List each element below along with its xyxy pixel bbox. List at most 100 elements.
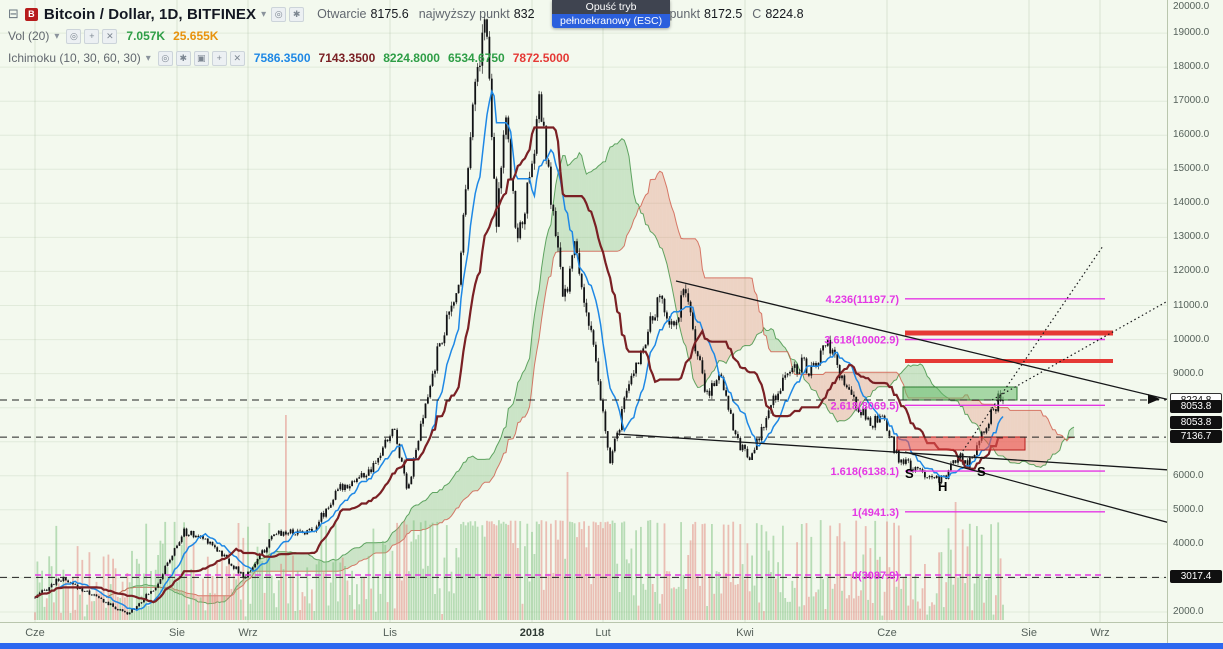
alert-price-tag: 8053.8 (1170, 416, 1222, 429)
add-icon[interactable]: + (84, 28, 100, 44)
time-tick: Lut (595, 627, 611, 639)
symbol-title[interactable]: Bitcoin / Dollar, 1D, BITFINEX (43, 5, 257, 23)
ichimoku-label: Ichimoku (10, 30, 60, 30) (8, 51, 141, 65)
time-tick: Cze (877, 627, 897, 639)
chevron-down-icon[interactable]: ▾ (145, 52, 151, 64)
add-icon[interactable]: + (211, 50, 227, 66)
volume-toolbar: ◎ + ✕ (66, 28, 120, 44)
high-value: 832 (513, 7, 535, 21)
fib-level-label: 0(3087.9) (852, 570, 899, 582)
fib-level-label: 1(4941.3) (852, 507, 899, 519)
time-tick: Sie (169, 627, 185, 639)
volume-ma-value: 7.057K (126, 29, 166, 43)
supply-zone (902, 386, 1018, 401)
price-tick: 18000.0 (1173, 61, 1210, 73)
ichimoku-indicator-row[interactable]: Ichimoku (10, 30, 60, 30) ▾ ◎ ✱ ▣ + ✕ 7586.3… (8, 48, 814, 68)
tooltip-line: Opuść tryb (552, 0, 671, 14)
open-label: Otwarcie (317, 7, 367, 21)
price-tick: 15000.0 (1173, 163, 1210, 175)
shs-pattern-letter: S (977, 464, 986, 479)
shs-pattern-letter: H (938, 479, 947, 494)
chevron-down-icon[interactable]: ▾ (261, 8, 267, 20)
price-arrow-marker (1148, 394, 1160, 404)
fib-level-label: 3.618(10002.9) (824, 335, 899, 347)
close-icon[interactable]: ✕ (229, 50, 245, 66)
ichimoku-value: 7872.5000 (512, 51, 570, 65)
alert-price-tag: 7136.7 (1170, 430, 1222, 444)
settings-icon[interactable]: ✱ (289, 6, 305, 22)
trend-line (616, 433, 1167, 471)
projection-dotted-line (991, 301, 1167, 401)
time-tick: Wrz (238, 627, 258, 639)
volume-label: Vol (20) (8, 29, 50, 43)
axis-corner (1167, 622, 1223, 643)
collapse-legend-icon[interactable]: ⊟ (8, 6, 19, 21)
chevron-down-icon[interactable]: ▾ (54, 30, 60, 42)
ichimoku-toolbar: ◎ ✱ ▣ + ✕ (157, 50, 248, 66)
trend-line (675, 280, 1167, 400)
chart-legend: ⊟ B Bitcoin / Dollar, 1D, BITFINEX ▾ ◎ ✱ … (8, 4, 814, 68)
price-tick: 13000.0 (1173, 231, 1210, 243)
price-tick: 19000.0 (1173, 27, 1210, 39)
time-tick: 2018 (519, 627, 545, 639)
volume-indicator-row[interactable]: Vol (20) ▾ ◎ + ✕ 7.057K 25.655K (8, 26, 814, 46)
price-chart-canvas[interactable]: 4.236(11197.7) 3.618(10002.9) 2.618(8069.5… (0, 0, 1167, 622)
ichimoku-value: 6534.6750 (447, 51, 505, 65)
source-icon[interactable]: ▣ (193, 50, 209, 66)
symbol-toolbar: ◎ ✱ (271, 6, 307, 22)
ichimoku-value: 8224.8000 (383, 51, 440, 65)
volume-layer (34, 415, 1004, 620)
high-label: najwyższy punkt (418, 7, 510, 21)
drawings-layer (0, 245, 1167, 578)
symbol-row[interactable]: ⊟ B Bitcoin / Dollar, 1D, BITFINEX ▾ ◎ ✱ … (8, 4, 814, 24)
fib-level-label: 1.618(6138.1) (831, 466, 900, 478)
price-axis[interactable]: 20000.0 19000.0 18000.0 17000.0 16000.0 15000… (1167, 0, 1223, 622)
price-tick: 12000.0 (1173, 265, 1210, 277)
ichimoku-value: 7143.3500 (318, 51, 376, 65)
grid-layer (0, 0, 1167, 622)
price-tick: 20000.0 (1173, 1, 1210, 12)
bottom-accent-bar (0, 643, 1223, 649)
labels-layer: 4.236(11197.7) 3.618(10002.9) 2.618(8069.5… (824, 294, 986, 582)
fullscreen-exit-tooltip: Opuść tryb pełnoekranowy (ESC) (552, 0, 671, 28)
tooltip-line-highlighted: pełnoekranowy (ESC) (552, 14, 671, 28)
candles-layer (34, 12, 1004, 615)
settings-icon[interactable]: ✱ (175, 50, 191, 66)
time-tick: Wrz (1090, 627, 1110, 639)
alert-price-tag: 3017.4 (1170, 570, 1222, 584)
visibility-icon[interactable]: ◎ (66, 28, 82, 44)
price-tick: 14000.0 (1173, 197, 1210, 209)
low-value: 8172.5 (704, 7, 743, 21)
shs-pattern-letter: S (905, 466, 914, 481)
price-tick: 16000.0 (1173, 129, 1210, 141)
visibility-icon[interactable]: ◎ (271, 6, 287, 22)
ichimoku-cloud-layer (105, 138, 1075, 605)
price-tick: 6000.0 (1173, 469, 1204, 481)
close-label: C (752, 7, 762, 21)
visibility-icon[interactable]: ◎ (157, 50, 173, 66)
symbol-logo-icon: B (24, 7, 38, 21)
price-tick: 10000.0 (1173, 333, 1210, 345)
ichimoku-value: 7586.3500 (253, 51, 311, 65)
fib-level-label: 4.236(11197.7) (826, 294, 900, 306)
ichimoku-lines-layer (34, 89, 1004, 612)
close-icon[interactable]: ✕ (102, 28, 118, 44)
ichimoku-values: 7586.3500 7143.3500 8224.8000 6534.6750 7872… (254, 49, 578, 67)
time-tick: Sie (1021, 627, 1037, 639)
alert-price-tag: 8053.8 (1170, 400, 1222, 413)
demand-zone (896, 436, 1026, 451)
time-tick: Kwi (736, 627, 754, 639)
open-value: 8175.6 (370, 7, 409, 21)
price-tick: 11000.0 (1173, 299, 1209, 311)
price-tick: 4000.0 (1173, 537, 1204, 549)
time-axis[interactable]: Cze Sie Wrz Lis 2018 Lut Kwi Cze Sie Wrz (0, 622, 1167, 643)
close-value: 8224.8 (765, 7, 804, 21)
price-tick: 17000.0 (1173, 95, 1210, 107)
price-tick: 2000.0 (1173, 606, 1204, 617)
time-tick: Cze (25, 627, 45, 639)
time-tick: Lis (382, 627, 398, 639)
fib-level-label: 2.618(8069.5) (831, 400, 900, 412)
price-tick: 9000.0 (1173, 367, 1204, 379)
trend-line (904, 451, 1167, 523)
volume-value: 25.655K (173, 29, 219, 43)
